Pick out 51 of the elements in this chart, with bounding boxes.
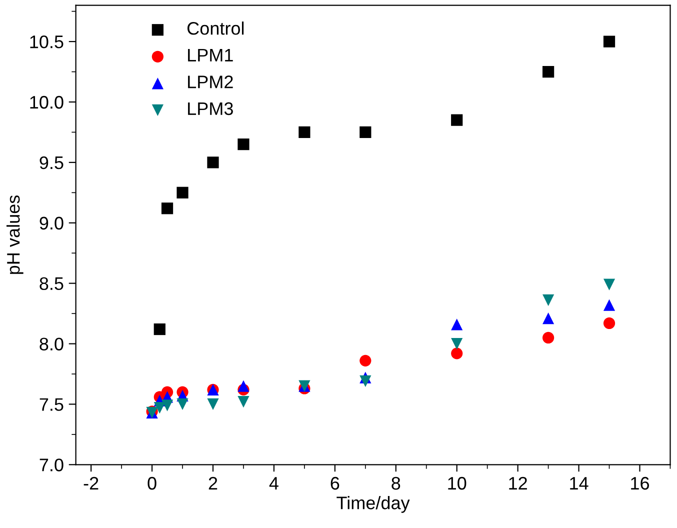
y-tick-label: 9.5 [40, 156, 64, 170]
point [603, 317, 616, 330]
y-tick-label: 10.5 [30, 35, 64, 48]
x-axis-title: Time/day [336, 496, 410, 513]
point [298, 126, 310, 138]
point [207, 398, 219, 410]
x-tick-label: 12 [509, 476, 527, 490]
point [603, 278, 616, 290]
legend-label: LPM2 [188, 76, 233, 88]
y-tick-label: 7.5 [40, 398, 64, 411]
point [161, 400, 174, 412]
x-tick-label: 4 [269, 477, 278, 490]
point [542, 294, 554, 306]
y-tick-label: 8.5 [40, 277, 64, 290]
point [451, 318, 463, 330]
point [451, 348, 463, 360]
point [238, 138, 250, 150]
point [542, 66, 554, 78]
point [360, 126, 372, 138]
point [161, 202, 174, 214]
point [154, 402, 166, 414]
point [176, 398, 188, 410]
y-tick-label: 8.0 [40, 338, 64, 350]
x-tick-label: 0 [148, 476, 156, 490]
point [451, 114, 463, 126]
point [451, 338, 463, 350]
x-tick-label: 8 [392, 476, 400, 490]
y-tick-label: 10.0 [30, 96, 64, 109]
point [360, 354, 372, 366]
point [603, 299, 616, 311]
point [207, 156, 219, 168]
point [238, 396, 250, 408]
point [238, 380, 250, 392]
x-tick-label: 14 [570, 477, 588, 490]
legend-label: Control [187, 22, 244, 35]
y-axis-title: pH values [6, 195, 24, 274]
legend-label: LPM1 [188, 48, 233, 62]
legend-label: LPM3 [188, 102, 233, 116]
point [542, 312, 554, 324]
y-tick-label: 9.0 [40, 216, 64, 230]
x-tick-label: 10 [448, 476, 466, 490]
x-tick-label: 16 [631, 476, 649, 490]
point [154, 323, 166, 336]
x-tick-label: -2 [84, 476, 98, 490]
y-tick-label: 7.0 [40, 458, 64, 472]
point [542, 332, 554, 344]
x-tick-label: 6 [330, 476, 340, 490]
point [176, 186, 188, 198]
x-tick-label: 2 [208, 476, 218, 490]
point [603, 36, 616, 48]
point [360, 375, 372, 388]
